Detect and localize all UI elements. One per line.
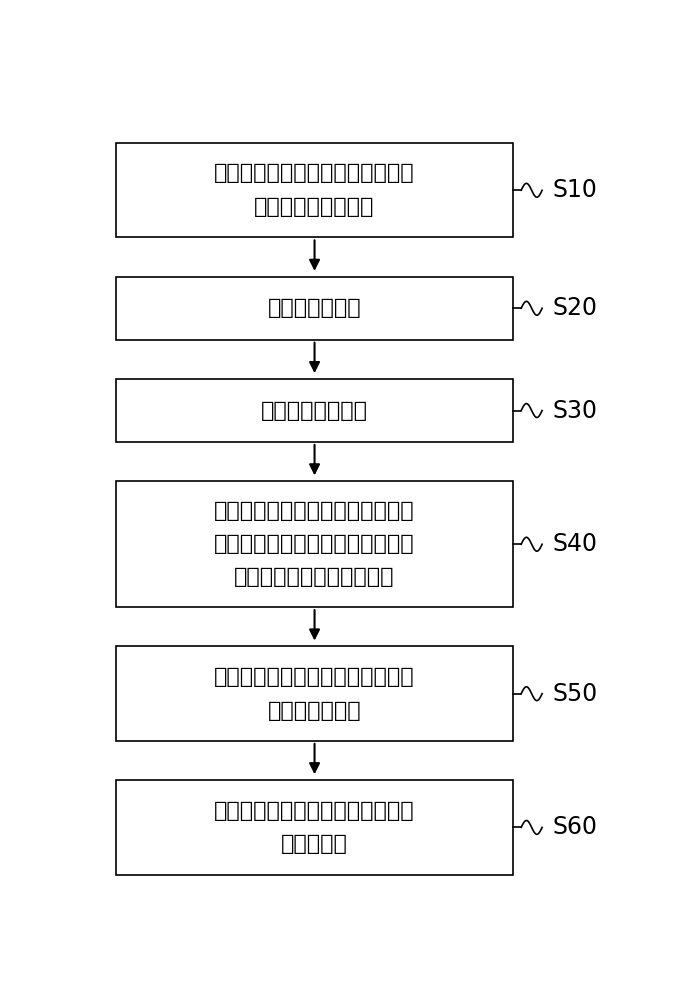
Text: S30: S30 — [553, 399, 597, 423]
Text: S40: S40 — [553, 532, 597, 556]
Text: 式填充物，形成气泡: 式填充物，形成气泡 — [254, 197, 375, 217]
Text: 形成负压，破坏气泡使空气上浮，: 形成负压，破坏气泡使空气上浮， — [214, 534, 415, 554]
Text: 进行往复加压混合使注射式填充物: 进行往复加压混合使注射式填充物 — [214, 801, 415, 821]
Text: 并使注射式填充物均匀分散: 并使注射式填充物均匀分散 — [234, 567, 395, 587]
Text: 进行真空辅助混合使第一容纳空间: 进行真空辅助混合使第一容纳空间 — [214, 501, 415, 521]
Bar — [116, 143, 513, 237]
Text: 排除大部分空气: 排除大部分空气 — [268, 298, 361, 318]
Text: 二容纳装置连通: 二容纳装置连通 — [268, 701, 361, 721]
Text: 更佳地分散: 更佳地分散 — [281, 834, 348, 854]
Text: 将第一容纳装置通过连接装置与第: 将第一容纳装置通过连接装置与第 — [214, 667, 415, 687]
Text: 在第一容纳装置中容纳溶剂和注射: 在第一容纳装置中容纳溶剂和注射 — [214, 163, 415, 183]
Text: S50: S50 — [553, 682, 598, 706]
Bar — [116, 379, 513, 442]
Bar — [116, 481, 513, 607]
Text: 密封第一容纳空间: 密封第一容纳空间 — [261, 401, 368, 421]
Text: S10: S10 — [553, 178, 597, 202]
Bar — [116, 780, 513, 875]
Bar — [116, 646, 513, 741]
Text: S60: S60 — [553, 815, 597, 839]
Text: S20: S20 — [553, 296, 597, 320]
Bar — [116, 277, 513, 340]
